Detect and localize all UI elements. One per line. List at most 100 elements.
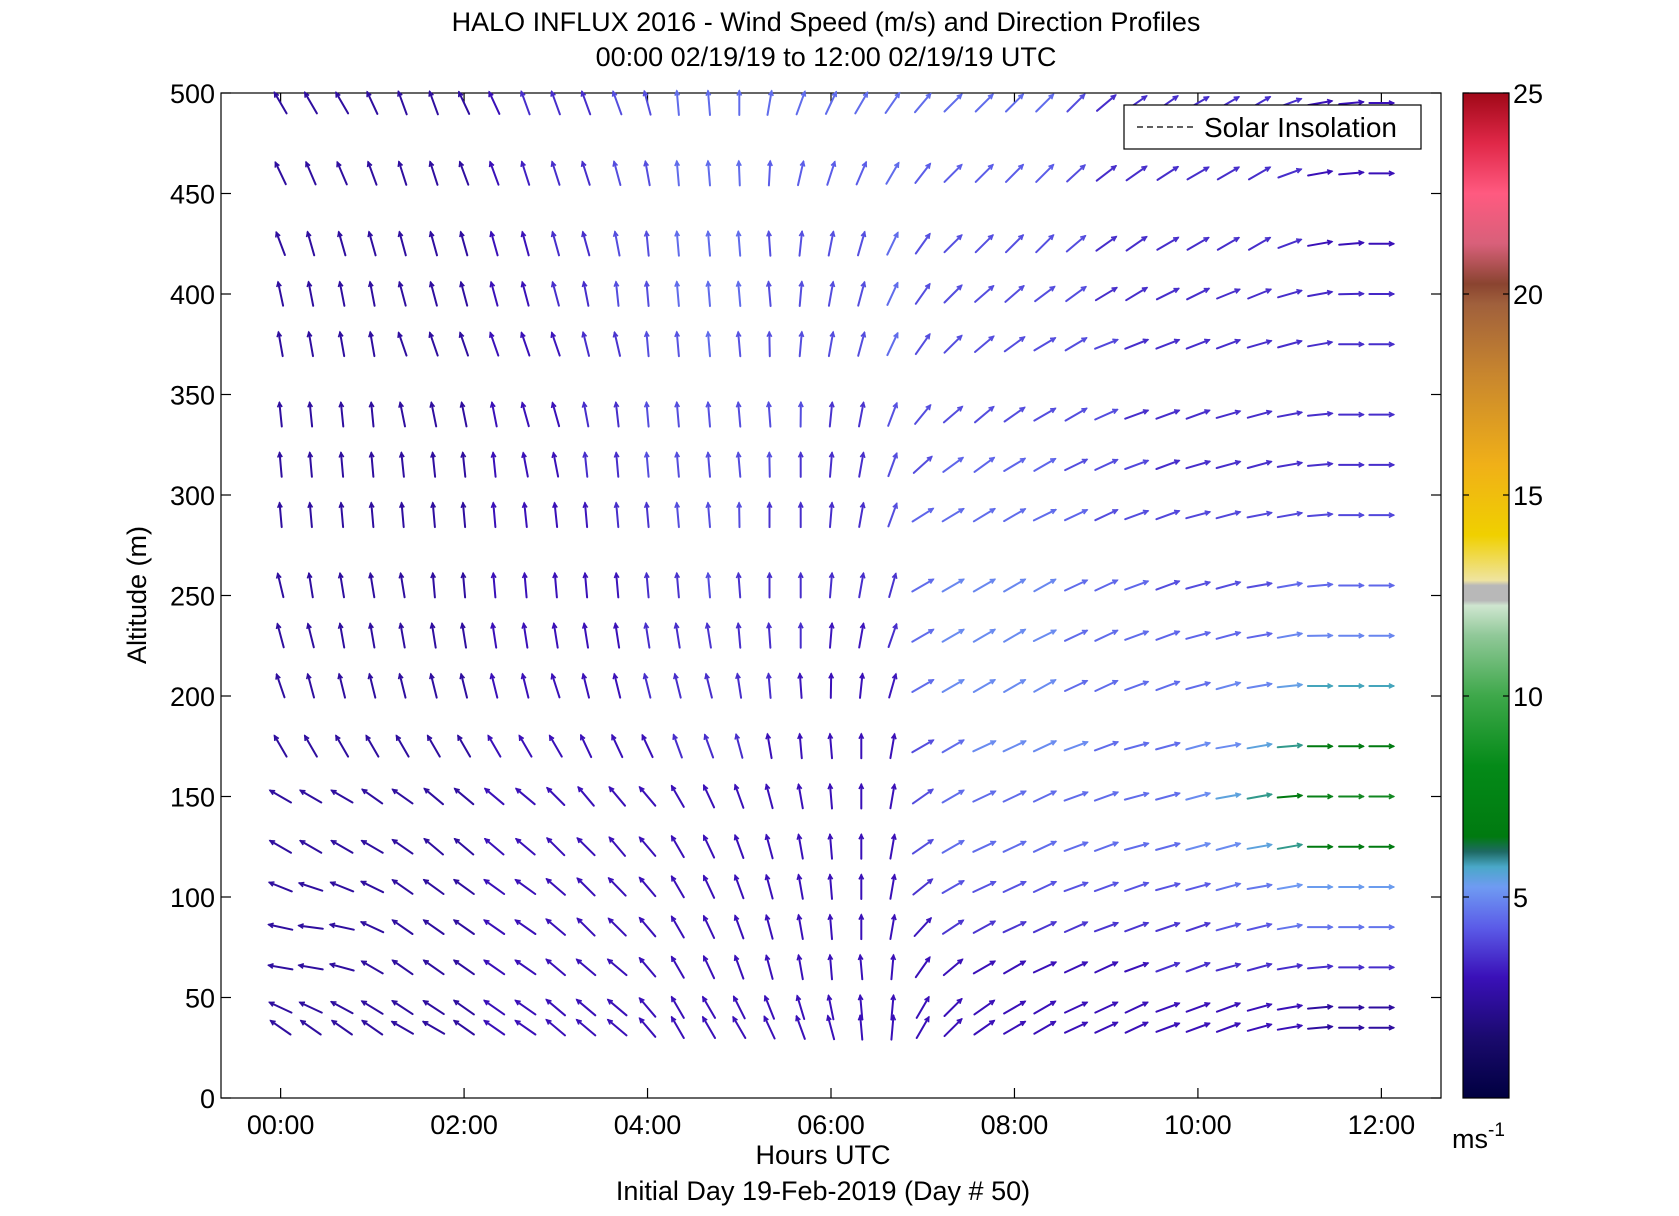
wind-vector-shaft bbox=[1124, 882, 1149, 892]
wind-vector-head bbox=[735, 159, 742, 167]
wind-vector-shaft bbox=[1155, 510, 1180, 521]
wind-vector-head bbox=[607, 877, 614, 884]
wind-vector bbox=[828, 400, 835, 428]
wind-vector bbox=[1124, 630, 1150, 641]
wind-vector-head bbox=[575, 998, 582, 1005]
wind-vector-shaft bbox=[706, 622, 712, 649]
wind-vector bbox=[575, 1018, 597, 1037]
wind-vector bbox=[670, 784, 685, 808]
wind-vector-head bbox=[1204, 1002, 1211, 1008]
wind-vector-head bbox=[520, 230, 527, 238]
wind-vector-shaft bbox=[827, 331, 835, 358]
wind-vector bbox=[858, 571, 866, 599]
wind-vector bbox=[674, 159, 681, 187]
wind-vector-head bbox=[1234, 681, 1242, 687]
wind-vector-head bbox=[1295, 238, 1303, 244]
wind-vector bbox=[613, 280, 620, 307]
wind-vector-head bbox=[1204, 409, 1211, 415]
wind-vector bbox=[581, 401, 590, 428]
wind-vector-head bbox=[581, 230, 587, 238]
wind-vector bbox=[796, 953, 804, 981]
wind-vector-head bbox=[514, 787, 522, 794]
wind-vector-shaft bbox=[855, 161, 867, 186]
wind-vector-shaft bbox=[737, 401, 742, 428]
wind-vector bbox=[367, 672, 377, 699]
wind-vector-shaft bbox=[1032, 961, 1057, 974]
wind-vector bbox=[1306, 682, 1334, 689]
wind-vector bbox=[702, 954, 716, 980]
wind-vector-shaft bbox=[972, 880, 997, 893]
wind-vector-head bbox=[735, 621, 742, 629]
wind-vector-head bbox=[1296, 842, 1304, 849]
wind-vector-head bbox=[956, 93, 963, 100]
wind-vector-head bbox=[1327, 793, 1334, 800]
wind-vector-head bbox=[1204, 580, 1212, 587]
wind-vector-shaft bbox=[428, 331, 439, 357]
wind-vector bbox=[398, 571, 406, 599]
wind-vector-shaft bbox=[307, 623, 315, 649]
wind-vector-shaft bbox=[767, 673, 772, 699]
wind-vector-head bbox=[337, 622, 344, 629]
wind-vector-shaft bbox=[1124, 1021, 1149, 1034]
wind-vector-shaft bbox=[1094, 679, 1119, 692]
wind-vector-head bbox=[368, 571, 375, 579]
wind-vector bbox=[1185, 580, 1212, 590]
wind-vector-shaft bbox=[1033, 337, 1056, 352]
wind-vector bbox=[1155, 338, 1181, 350]
x-axis-label: Hours UTC bbox=[755, 1140, 890, 1170]
wind-vector-head bbox=[1173, 509, 1181, 516]
wind-vector-shaft bbox=[1094, 961, 1119, 974]
wind-vector-head bbox=[1173, 409, 1181, 415]
wind-vector-head bbox=[1141, 95, 1148, 101]
wind-vector-head bbox=[1358, 1024, 1365, 1031]
wind-vector-shaft bbox=[340, 451, 345, 478]
wind-vector-shaft bbox=[886, 332, 899, 357]
wind-vector-head bbox=[1050, 679, 1057, 685]
wind-vector-head bbox=[670, 875, 677, 882]
wind-vector bbox=[857, 993, 864, 1021]
wind-vector bbox=[1246, 962, 1273, 972]
wind-vector-shaft bbox=[974, 335, 995, 353]
wind-vector-head bbox=[276, 280, 282, 288]
wind-vector-shaft bbox=[1247, 288, 1272, 300]
wind-vector-shaft bbox=[1063, 741, 1089, 752]
wind-vector-head bbox=[766, 230, 772, 237]
wind-vector bbox=[974, 163, 994, 183]
wind-vector-head bbox=[1234, 922, 1242, 928]
wind-vector bbox=[733, 833, 745, 859]
wind-vector-shaft bbox=[550, 90, 561, 116]
wind-vector-head bbox=[608, 836, 615, 843]
wind-vector-head bbox=[606, 998, 614, 1005]
wind-vector bbox=[1338, 883, 1365, 890]
wind-vector bbox=[673, 672, 682, 699]
wind-vector-head bbox=[607, 917, 614, 924]
wind-vector-shaft bbox=[339, 622, 346, 649]
wind-vector bbox=[430, 571, 437, 599]
wind-vector-shaft bbox=[521, 281, 530, 307]
wind-vector-shaft bbox=[1093, 791, 1119, 802]
wind-vector-head bbox=[705, 400, 712, 408]
wind-vector-head bbox=[483, 1019, 490, 1026]
wind-vector bbox=[1277, 167, 1303, 179]
wind-vector-shaft bbox=[361, 839, 384, 854]
wind-vector bbox=[1246, 1022, 1273, 1032]
wind-vector bbox=[580, 90, 592, 116]
wind-vector-shaft bbox=[330, 881, 355, 893]
wind-vector-head bbox=[643, 571, 650, 579]
wind-vector bbox=[827, 833, 834, 860]
wind-vector-shaft bbox=[462, 572, 467, 599]
wind-vector-shaft bbox=[514, 1019, 537, 1036]
wind-vector-shaft bbox=[518, 734, 533, 758]
wind-vector-head bbox=[890, 782, 897, 790]
wind-vector-shaft bbox=[1215, 681, 1241, 691]
wind-vector-head bbox=[859, 672, 866, 679]
wind-vector-head bbox=[674, 330, 681, 338]
wind-vector-head bbox=[643, 330, 650, 338]
wind-vector-head bbox=[764, 783, 771, 790]
wind-vector-head bbox=[330, 789, 337, 796]
wind-vector-head bbox=[670, 995, 677, 1003]
wind-vector-head bbox=[958, 789, 965, 796]
wind-vector bbox=[890, 993, 897, 1021]
wind-vector bbox=[460, 451, 467, 478]
wind-vector-head bbox=[457, 734, 463, 741]
